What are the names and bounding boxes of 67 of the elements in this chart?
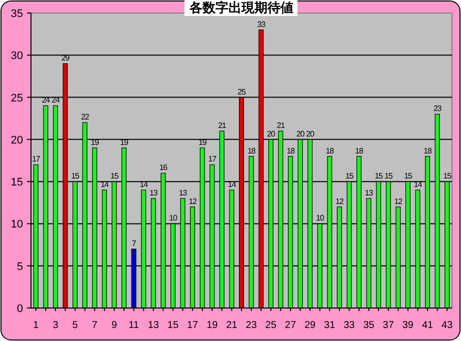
y-tick-label: 5	[16, 260, 23, 273]
data-label: 15	[345, 172, 354, 181]
x-tick-label: 1	[33, 320, 40, 331]
data-label: 15	[71, 172, 80, 181]
data-label: 12	[188, 196, 198, 206]
data-label: 18	[355, 146, 364, 156]
data-label: 15	[374, 172, 384, 181]
y-tick-label: 20	[10, 134, 23, 146]
y-tick-label: 15	[10, 176, 23, 189]
data-label: 21	[218, 121, 227, 130]
data-label: 13	[364, 188, 374, 198]
y-tick-label: 25	[10, 92, 23, 104]
data-label: 18	[326, 146, 335, 156]
x-tick-label: 23	[246, 320, 258, 331]
data-label: 23	[433, 104, 442, 114]
x-tick-label: 37	[382, 320, 394, 331]
y-tick-label: 0	[16, 303, 23, 315]
x-tick-label: 9	[111, 320, 118, 331]
data-label: 20	[296, 129, 306, 138]
data-label: 21	[276, 121, 286, 130]
x-tick-label: 27	[284, 320, 296, 331]
data-label: 18	[286, 146, 296, 156]
data-label: 19	[90, 138, 100, 147]
data-label: 12	[336, 196, 344, 206]
data-label: 22	[80, 112, 90, 122]
data-label: 15	[110, 172, 120, 181]
data-label: 33	[257, 20, 266, 29]
x-tick-label: 3	[52, 320, 59, 331]
x-tick-label: 21	[226, 320, 238, 331]
x-tick-label: 19	[206, 320, 218, 331]
data-label: 15	[443, 172, 452, 181]
x-tick-label: 41	[422, 320, 434, 331]
x-tick-label: 31	[324, 320, 336, 331]
x-tick-label: 13	[148, 320, 160, 331]
x-tick-label: 39	[402, 320, 414, 331]
data-label: 17	[208, 154, 218, 164]
y-tick-label: 30	[10, 50, 23, 62]
data-label: 10	[316, 214, 325, 223]
x-tick-label: 33	[344, 320, 356, 331]
data-label: 19	[120, 138, 130, 147]
x-tick-label: 25	[265, 320, 277, 331]
data-label: 19	[198, 138, 208, 147]
data-label: 7	[132, 239, 137, 248]
x-tick-label: 7	[92, 320, 98, 331]
data-label: 16	[159, 163, 168, 172]
y-tick-label: 10	[10, 218, 23, 231]
data-label: 15	[384, 172, 394, 181]
y-tick-label: 35	[10, 8, 23, 20]
data-label: 17	[32, 154, 41, 164]
data-label: 20	[267, 129, 276, 138]
data-label: 15	[404, 172, 413, 181]
x-tick-label: 5	[72, 320, 78, 331]
data-label: 12	[394, 196, 404, 206]
data-label: 13	[178, 188, 188, 198]
data-label: 18	[247, 146, 256, 156]
chart-title: 各数字出現期待値	[188, 0, 294, 15]
data-label: 18	[424, 146, 433, 156]
x-tick-label: 11	[128, 320, 140, 331]
x-tick-label: 15	[167, 320, 179, 331]
x-tick-label: 17	[186, 320, 199, 331]
x-tick-label: 43	[442, 320, 454, 331]
data-label: 13	[150, 188, 158, 198]
data-label: 10	[169, 214, 178, 223]
data-label: 20	[306, 129, 316, 138]
data-label: 25	[238, 87, 246, 96]
x-tick-label: 35	[363, 320, 375, 331]
x-tick-label: 29	[304, 320, 316, 331]
